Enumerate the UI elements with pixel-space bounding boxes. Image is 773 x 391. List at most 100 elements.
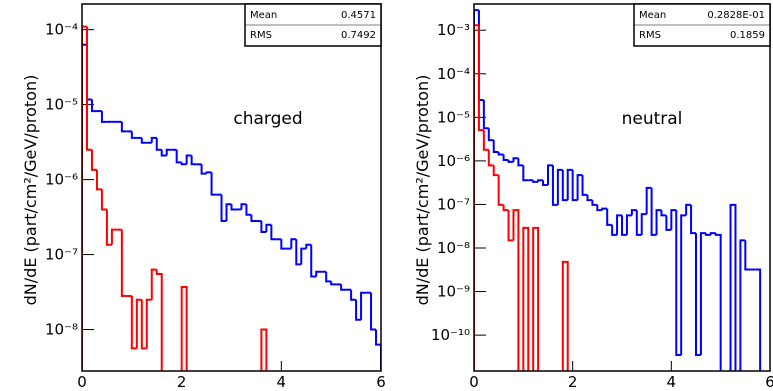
histogram-bin xyxy=(645,186,652,215)
histogram-bin xyxy=(135,298,142,349)
histogram-bin xyxy=(630,209,637,216)
histogram-bin xyxy=(561,169,568,202)
histogram-bin xyxy=(502,204,509,212)
x-tick-label: 0 xyxy=(77,373,87,391)
histogram-bin xyxy=(185,154,192,165)
histogram-bin xyxy=(571,169,578,202)
histogram-bin xyxy=(230,204,237,211)
y-tick-label: 10⁻⁵ xyxy=(437,108,470,126)
histogram-bin xyxy=(512,157,519,162)
stats-label: Mean xyxy=(250,10,277,21)
histogram-bin xyxy=(699,232,706,355)
histogram-bin xyxy=(586,194,593,202)
histogram-bin xyxy=(100,189,107,211)
x-tick-label: 6 xyxy=(376,373,386,391)
histogram-bin xyxy=(140,299,147,350)
histogram-bin xyxy=(566,168,573,201)
histogram-bin xyxy=(532,180,539,183)
histogram-bin xyxy=(130,296,137,350)
histogram-bin xyxy=(300,247,307,265)
histogram-bin xyxy=(660,210,667,217)
y-tick-label: 10⁻⁵ xyxy=(45,96,78,114)
histogram-bin xyxy=(635,210,642,236)
histogram-bin xyxy=(601,207,608,211)
stats-label: RMS xyxy=(639,30,661,41)
x-tick-label: 4 xyxy=(277,373,287,391)
histogram-bin xyxy=(739,239,746,371)
histogram-bin xyxy=(295,239,302,266)
x-tick-label: 2 xyxy=(568,373,578,391)
histogram-bin xyxy=(250,214,257,223)
histogram-bin xyxy=(561,260,569,371)
histogram-bin xyxy=(330,281,337,286)
histogram-bin xyxy=(547,164,553,185)
histogram-bin xyxy=(729,203,737,371)
histogram-bin xyxy=(370,292,377,331)
histogram-bin xyxy=(650,187,657,236)
histogram-bin xyxy=(621,215,627,236)
histogram-bin xyxy=(532,226,540,371)
histogram-bin xyxy=(502,154,509,161)
histogram-bin xyxy=(487,128,494,142)
y-tick-label: 10⁻⁸ xyxy=(45,321,78,339)
histogram-bin xyxy=(755,268,762,371)
histogram-bin xyxy=(522,226,530,371)
histogram-bin xyxy=(120,121,127,133)
histogram-bin xyxy=(165,148,172,156)
y-tick-label: 10⁻⁶ xyxy=(45,171,78,189)
plot-area xyxy=(82,25,381,371)
x-tick-label: 4 xyxy=(667,373,677,391)
stats-label: RMS xyxy=(250,30,272,41)
y-axis-label: dN/dE (part/cm²/GeV/proton) xyxy=(21,75,40,306)
histogram-bin xyxy=(625,214,632,235)
stats-label: Mean xyxy=(639,10,666,21)
histogram-bin xyxy=(310,244,317,278)
histogram-bin xyxy=(477,25,484,132)
histogram-bin xyxy=(665,215,672,231)
histogram-bin xyxy=(591,200,598,206)
histogram-bin xyxy=(100,111,107,123)
histogram-bin xyxy=(260,328,268,371)
frame xyxy=(473,3,771,372)
histogram-bin xyxy=(220,194,227,223)
histogram-bin xyxy=(180,162,187,166)
histogram-bin xyxy=(270,224,277,241)
histogram-bin xyxy=(205,171,212,174)
histogram-bin xyxy=(305,243,312,249)
histogram-bin xyxy=(616,214,622,235)
histogram-bin xyxy=(507,210,514,242)
y-tick-label: 10⁻⁶ xyxy=(437,152,470,170)
y-tick-label: 10⁻¹⁰ xyxy=(431,326,470,344)
histogram-bin xyxy=(350,289,357,301)
histogram-bin xyxy=(704,233,711,236)
histogram-bin xyxy=(537,179,544,182)
histogram-bin xyxy=(200,164,207,175)
y-tick-label: 10⁻⁷ xyxy=(437,195,470,213)
histogram-bin xyxy=(474,24,479,371)
y-axis-label: dN/dE (part/cm²/GeV/proton) xyxy=(413,75,432,306)
histogram-bin xyxy=(120,229,127,298)
histogram-bin xyxy=(315,270,322,277)
histogram-bin xyxy=(655,209,662,235)
histogram-bin xyxy=(260,221,267,234)
x-tick-label: 6 xyxy=(765,373,773,391)
histogram-bin xyxy=(340,284,347,291)
histogram-bin xyxy=(240,203,247,210)
histogram-bin xyxy=(210,172,217,196)
y-tick-label: 10⁻³ xyxy=(437,21,470,39)
histogram-bin xyxy=(280,239,287,250)
x-tick-label: 2 xyxy=(177,373,187,391)
histogram-bin xyxy=(695,233,701,356)
stats-value: 0.7492 xyxy=(341,30,376,41)
histogram-bin xyxy=(675,210,682,356)
histogram-bin xyxy=(744,240,751,271)
histogram-bin xyxy=(82,43,87,371)
histogram-bin xyxy=(375,329,381,371)
histogram-bin xyxy=(482,130,489,151)
histogram-bin xyxy=(90,149,97,171)
histogram-bin xyxy=(640,213,647,235)
histogram-bin xyxy=(512,209,520,371)
histogram-bin xyxy=(576,174,583,201)
annotation: charged xyxy=(233,109,302,129)
histogram-bin xyxy=(685,203,692,216)
